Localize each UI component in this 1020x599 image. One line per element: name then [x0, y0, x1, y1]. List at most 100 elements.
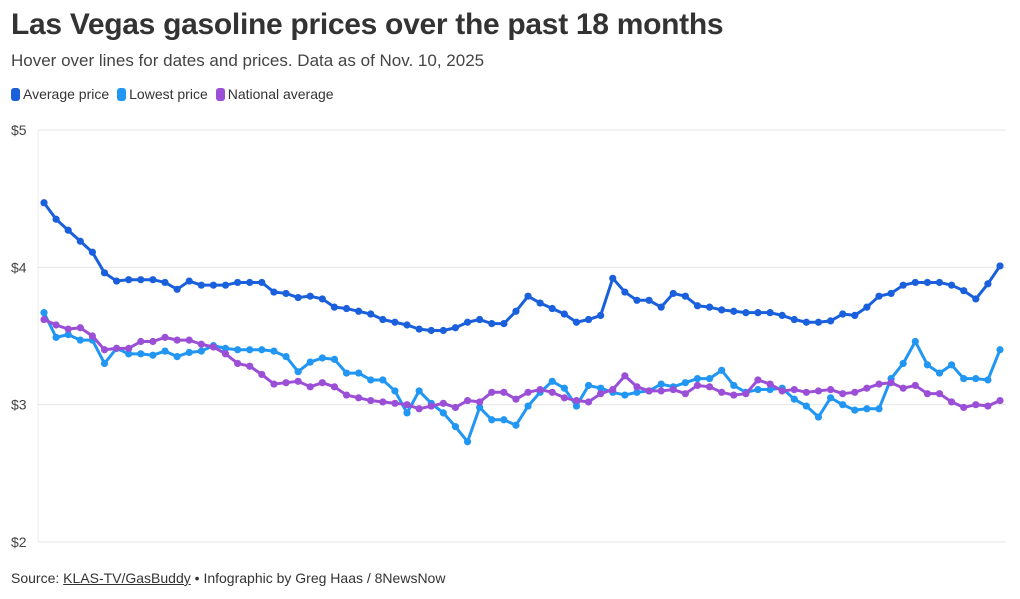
data-point[interactable]	[161, 333, 169, 341]
data-point[interactable]	[330, 383, 339, 391]
data-point[interactable]	[766, 309, 774, 317]
data-point[interactable]	[355, 369, 363, 377]
data-point[interactable]	[137, 276, 145, 284]
data-point[interactable]	[463, 318, 472, 326]
data-point[interactable]	[427, 402, 435, 410]
data-point[interactable]	[88, 248, 97, 256]
data-point[interactable]	[572, 402, 581, 410]
data-point[interactable]	[584, 315, 593, 324]
data-point[interactable]	[536, 385, 544, 394]
data-point[interactable]	[826, 317, 835, 325]
data-point[interactable]	[524, 292, 532, 300]
data-point[interactable]	[560, 394, 568, 402]
data-point[interactable]	[173, 336, 181, 344]
data-point[interactable]	[161, 278, 169, 287]
data-point[interactable]	[391, 387, 399, 395]
data-point[interactable]	[935, 390, 944, 398]
data-point[interactable]	[657, 303, 665, 311]
data-point[interactable]	[899, 281, 907, 289]
data-point[interactable]	[403, 401, 411, 409]
data-point[interactable]	[306, 383, 314, 391]
data-point[interactable]	[439, 409, 447, 417]
data-point[interactable]	[802, 388, 810, 396]
data-point[interactable]	[814, 387, 823, 395]
data-point[interactable]	[911, 278, 919, 287]
data-point[interactable]	[330, 355, 339, 363]
data-point[interactable]	[548, 388, 556, 396]
data-point[interactable]	[560, 384, 568, 392]
data-point[interactable]	[476, 315, 484, 324]
data-point[interactable]	[173, 353, 181, 361]
data-point[interactable]	[427, 326, 435, 335]
data-point[interactable]	[754, 376, 762, 384]
data-point[interactable]	[100, 346, 109, 354]
data-point[interactable]	[40, 309, 48, 317]
data-point[interactable]	[705, 303, 714, 311]
data-point[interactable]	[197, 340, 205, 348]
data-point[interactable]	[802, 318, 810, 326]
data-point[interactable]	[875, 292, 883, 300]
data-point[interactable]	[705, 383, 714, 391]
data-point[interactable]	[318, 295, 326, 303]
data-point[interactable]	[754, 309, 762, 317]
data-point[interactable]	[718, 366, 726, 374]
data-point[interactable]	[415, 387, 423, 395]
data-point[interactable]	[355, 307, 363, 315]
data-point[interactable]	[972, 401, 980, 409]
data-point[interactable]	[76, 237, 84, 245]
data-point[interactable]	[657, 387, 665, 395]
data-point[interactable]	[984, 402, 992, 410]
data-point[interactable]	[476, 403, 484, 412]
data-point[interactable]	[294, 368, 302, 376]
data-point[interactable]	[294, 377, 302, 385]
data-point[interactable]	[693, 381, 702, 390]
data-point[interactable]	[935, 369, 944, 377]
data-point[interactable]	[863, 405, 871, 413]
data-point[interactable]	[282, 379, 290, 387]
data-point[interactable]	[572, 396, 581, 405]
data-point[interactable]	[645, 387, 653, 395]
data-point[interactable]	[209, 281, 218, 289]
data-point[interactable]	[851, 311, 859, 319]
data-point[interactable]	[863, 384, 871, 392]
data-point[interactable]	[306, 292, 314, 300]
data-point[interactable]	[645, 296, 653, 304]
data-point[interactable]	[923, 278, 931, 287]
data-point[interactable]	[40, 199, 48, 207]
data-point[interactable]	[270, 380, 278, 388]
data-point[interactable]	[621, 372, 629, 380]
data-point[interactable]	[500, 416, 508, 424]
data-point[interactable]	[282, 289, 290, 298]
data-point[interactable]	[633, 383, 641, 391]
data-point[interactable]	[64, 325, 72, 333]
data-point[interactable]	[681, 292, 689, 300]
data-point[interactable]	[875, 380, 883, 388]
data-point[interactable]	[137, 337, 145, 346]
data-point[interactable]	[754, 385, 762, 394]
source-link[interactable]: KLAS-TV/GasBuddy	[63, 570, 191, 586]
data-point[interactable]	[814, 413, 823, 421]
data-point[interactable]	[318, 354, 326, 362]
data-point[interactable]	[391, 399, 399, 407]
data-point[interactable]	[887, 289, 895, 298]
data-point[interactable]	[367, 376, 375, 384]
data-point[interactable]	[318, 379, 326, 387]
legend-item-national[interactable]: National average	[215, 86, 334, 102]
data-point[interactable]	[718, 306, 726, 314]
data-point[interactable]	[306, 358, 314, 366]
legend-item-lowest[interactable]: Lowest price	[117, 86, 208, 102]
data-point[interactable]	[669, 385, 677, 394]
data-point[interactable]	[572, 318, 581, 326]
data-point[interactable]	[415, 325, 423, 333]
data-point[interactable]	[246, 346, 254, 354]
data-point[interactable]	[451, 423, 460, 431]
data-point[interactable]	[246, 362, 254, 370]
data-point[interactable]	[996, 396, 1004, 405]
data-point[interactable]	[137, 350, 145, 358]
data-point[interactable]	[185, 336, 193, 344]
data-point[interactable]	[633, 388, 641, 396]
data-point[interactable]	[609, 385, 617, 394]
data-point[interactable]	[234, 278, 242, 287]
data-point[interactable]	[197, 347, 205, 355]
data-point[interactable]	[705, 374, 714, 383]
